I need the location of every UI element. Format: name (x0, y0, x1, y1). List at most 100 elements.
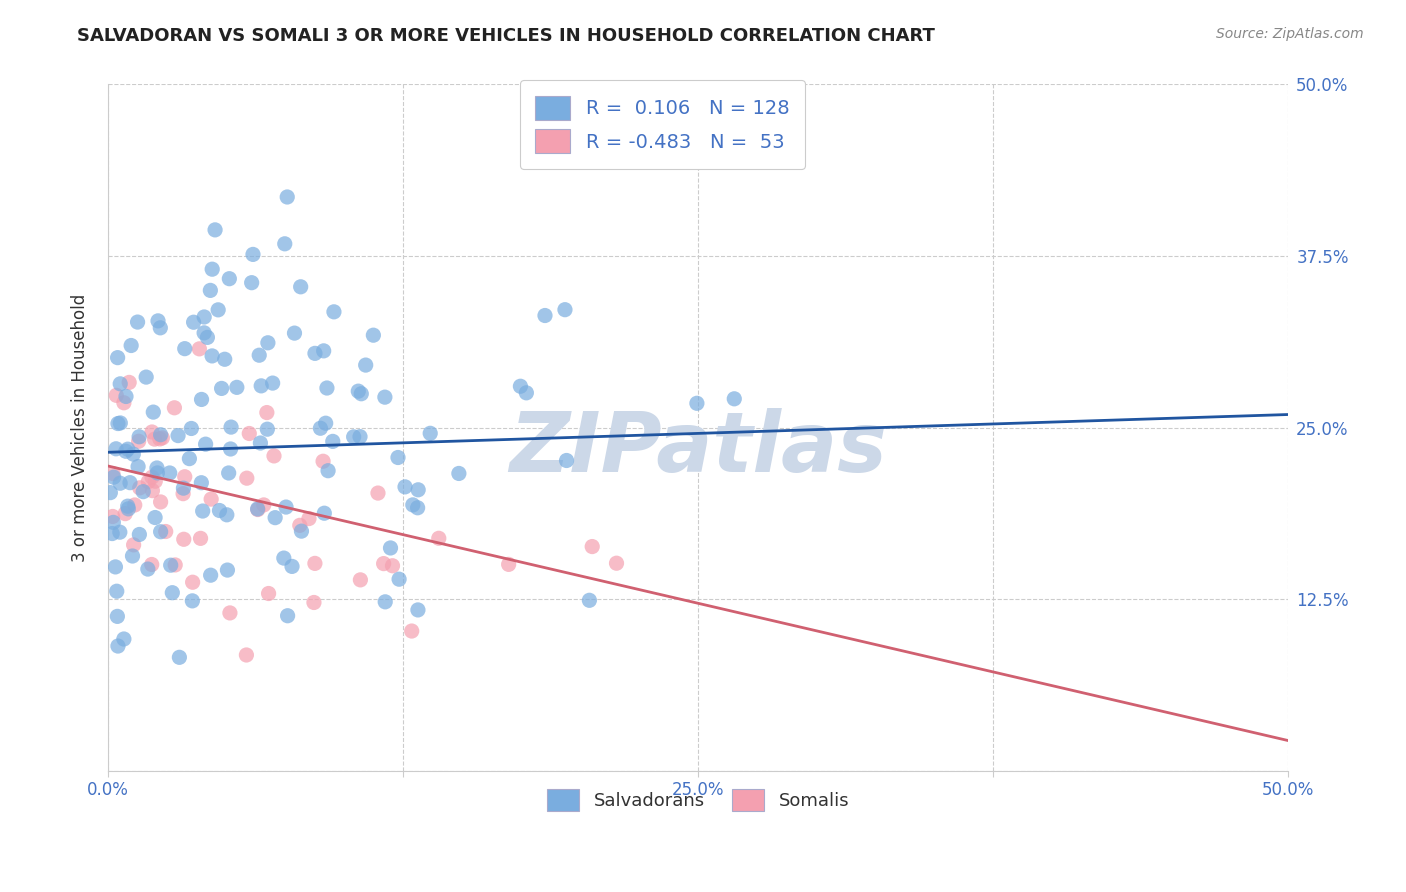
Point (107, 351, 129, 365)
Point (374, 595, 396, 609)
Point (112, 396, 135, 410)
Point (374, 390, 396, 404)
Point (515, 385, 537, 400)
Point (150, 431, 173, 445)
Point (323, 305, 346, 319)
Point (103, 516, 125, 530)
Point (315, 416, 337, 430)
Point (162, 585, 184, 599)
Point (240, 276, 263, 290)
Point (181, 594, 204, 608)
Point (316, 381, 339, 395)
Point (349, 573, 371, 587)
Point (149, 524, 172, 539)
Point (273, 551, 295, 566)
Point (167, 428, 190, 442)
Point (208, 503, 231, 517)
Point (118, 376, 141, 390)
Point (172, 486, 194, 500)
Point (246, 502, 269, 516)
Point (110, 416, 132, 430)
Point (128, 430, 150, 444)
Point (256, 406, 278, 420)
Point (214, 352, 236, 367)
Point (253, 498, 276, 512)
Point (124, 498, 146, 512)
Point (219, 420, 242, 434)
Text: Source: ZipAtlas.com: Source: ZipAtlas.com (1216, 27, 1364, 41)
Point (249, 436, 271, 450)
Point (117, 499, 139, 513)
Point (121, 549, 143, 563)
Point (173, 469, 195, 483)
Point (200, 284, 222, 298)
Point (578, 593, 600, 607)
Point (143, 474, 166, 488)
Text: SALVADORAN VS SOMALI 3 OR MORE VEHICLES IN HOUSEHOLD CORRELATION CHART: SALVADORAN VS SOMALI 3 OR MORE VEHICLES … (77, 27, 935, 45)
Point (146, 466, 169, 480)
Point (136, 562, 159, 576)
Point (276, 190, 298, 204)
Point (114, 507, 136, 521)
Point (98, 485, 121, 500)
Point (141, 483, 163, 498)
Point (219, 606, 242, 620)
Point (149, 495, 172, 509)
Point (194, 437, 217, 451)
Point (180, 421, 202, 435)
Point (117, 442, 139, 457)
Point (159, 466, 181, 480)
Point (215, 508, 238, 522)
Point (115, 389, 138, 403)
Point (302, 595, 325, 609)
Point (197, 330, 219, 344)
Point (235, 648, 257, 662)
Point (322, 434, 344, 449)
Point (200, 568, 222, 582)
Point (169, 650, 191, 665)
Point (509, 379, 531, 393)
Point (193, 310, 215, 324)
Point (101, 509, 124, 524)
Point (141, 470, 163, 484)
Point (200, 492, 222, 507)
Point (304, 346, 326, 360)
Point (108, 476, 131, 491)
Point (105, 584, 128, 599)
Point (447, 467, 470, 481)
Point (242, 247, 264, 261)
Point (264, 510, 287, 524)
Point (127, 315, 149, 329)
Point (350, 386, 373, 401)
Text: ZIPatlas: ZIPatlas (509, 408, 887, 489)
Point (112, 632, 135, 646)
Point (581, 540, 603, 554)
Point (136, 475, 159, 489)
Point (183, 315, 205, 329)
Point (165, 558, 187, 572)
Point (159, 558, 181, 573)
Point (274, 236, 297, 251)
Point (381, 558, 404, 573)
Point (388, 572, 411, 586)
Point (367, 486, 389, 500)
Point (141, 425, 163, 439)
Point (105, 388, 128, 402)
Point (427, 531, 450, 545)
Point (316, 464, 339, 478)
Point (128, 527, 150, 541)
Point (256, 422, 278, 436)
Point (107, 417, 129, 431)
Point (498, 558, 520, 572)
Point (173, 342, 195, 356)
Point (181, 575, 204, 590)
Point (250, 379, 273, 393)
Point (349, 430, 371, 444)
Point (201, 349, 224, 363)
Point (309, 421, 332, 435)
Point (204, 223, 226, 237)
Y-axis label: 3 or more Vehicles in Household: 3 or more Vehicles in Household (72, 293, 89, 562)
Point (190, 532, 212, 546)
Point (534, 309, 557, 323)
Point (225, 380, 247, 394)
